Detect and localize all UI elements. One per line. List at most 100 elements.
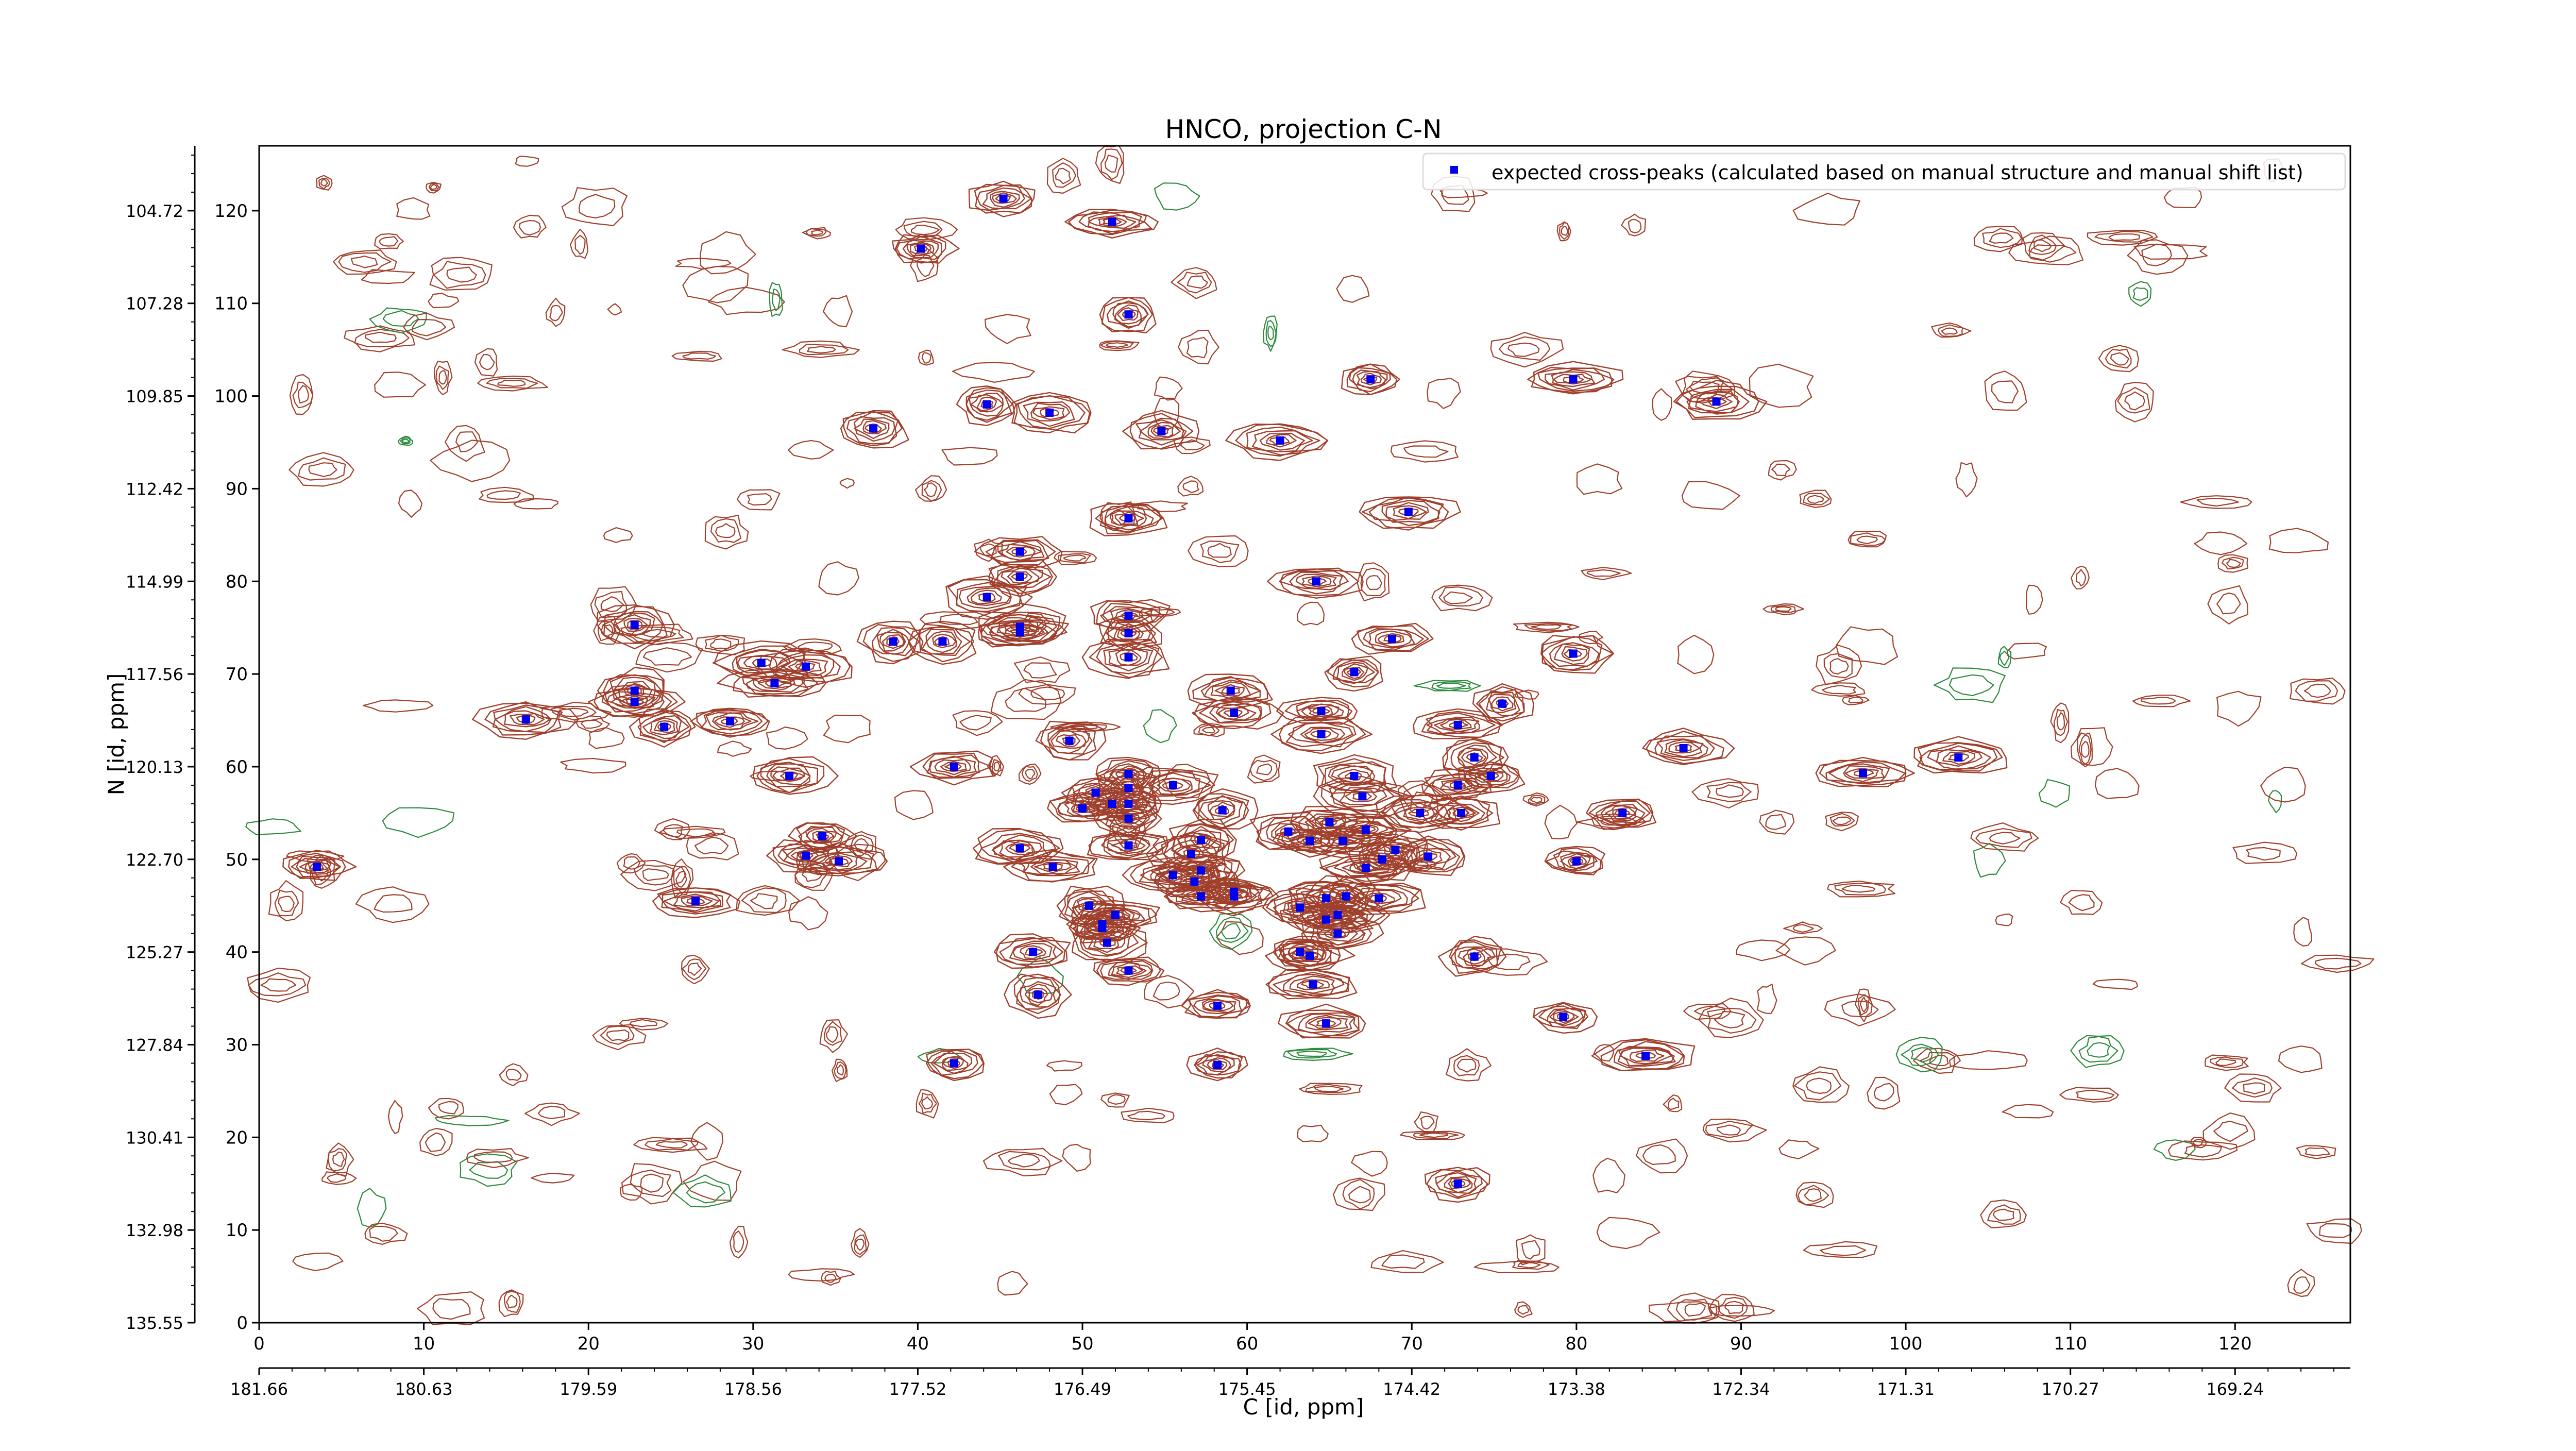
contour [993, 933, 1071, 969]
peak-point [726, 717, 735, 726]
contour [498, 1289, 524, 1318]
contour [997, 1271, 1028, 1296]
x-ppm-tick-label: 171.31 [1877, 1379, 1935, 1399]
contour [2224, 1073, 2282, 1103]
contour [1187, 673, 1273, 710]
contour [1276, 697, 1358, 725]
contour [1357, 562, 1390, 602]
contour [588, 727, 625, 749]
contour [1527, 361, 1624, 395]
contour [1087, 826, 1168, 861]
contour [916, 1089, 939, 1119]
contour [982, 1148, 1063, 1177]
y-index-tick-label: 30 [226, 1035, 248, 1055]
contour [2002, 1104, 2054, 1119]
peak-point [1124, 653, 1133, 662]
contour [1799, 490, 1832, 508]
contour [2216, 690, 2262, 727]
contour [1093, 801, 1162, 838]
contour [753, 756, 839, 795]
contour [2008, 235, 2084, 265]
y-ppm-tick-label: 135.55 [126, 1313, 183, 1333]
peak-point [1453, 721, 1462, 729]
contour [2132, 695, 2191, 707]
contour [1095, 145, 1125, 184]
contour [1072, 922, 1148, 962]
contour [1359, 496, 1461, 531]
contour [1596, 1217, 1660, 1250]
contour [2202, 1112, 2256, 1150]
contour [1146, 831, 1230, 874]
contour [2070, 1035, 2125, 1068]
contour [1973, 226, 2023, 252]
contour [736, 489, 781, 511]
contour [1090, 599, 1171, 633]
contour [1576, 463, 1623, 495]
contour [499, 1063, 529, 1087]
contour [1709, 1305, 1775, 1317]
contour [829, 843, 886, 881]
contour [1013, 656, 1071, 683]
peak-point [1108, 799, 1116, 808]
contour [1663, 1094, 1683, 1112]
contour [788, 1268, 855, 1282]
contour [1011, 392, 1092, 434]
contour [633, 1137, 708, 1153]
peak-point [1559, 1013, 1568, 1021]
contour [1621, 213, 1646, 237]
x-index-tick-label: 10 [413, 1334, 435, 1354]
contour [972, 828, 1064, 865]
contour [2287, 1269, 2315, 1297]
contour [988, 559, 1057, 597]
contour [1181, 989, 1251, 1019]
contour [1413, 680, 1481, 692]
contour [1035, 720, 1107, 761]
contour [766, 839, 840, 873]
contour [316, 175, 333, 191]
contour [1984, 370, 2027, 411]
x-ppm-tick-label: 174.42 [1383, 1379, 1440, 1399]
peak-point [1230, 887, 1239, 896]
contour [1016, 957, 1064, 995]
peak-point [1124, 784, 1133, 792]
contour [1225, 423, 1329, 461]
contour [417, 1291, 485, 1325]
contour [1815, 756, 1915, 787]
contour [1186, 1047, 1248, 1082]
contour [1762, 603, 1805, 616]
contour [2128, 281, 2152, 307]
x-index-tick-label: 0 [253, 1334, 265, 1354]
contour [2301, 954, 2375, 973]
contour [1895, 1037, 1943, 1073]
contour [1470, 948, 1548, 976]
contour [1319, 852, 1414, 885]
contour [2190, 1137, 2207, 1149]
contour [1400, 1131, 1465, 1140]
contour [1290, 897, 1391, 930]
peak-point [1317, 707, 1326, 715]
peak-point [1322, 1019, 1330, 1028]
contour [1827, 881, 1896, 898]
contour [1778, 1139, 1820, 1159]
contour [429, 257, 493, 291]
peak-point [1350, 668, 1359, 677]
contour [289, 374, 314, 415]
contour [1698, 998, 1764, 1038]
y-ppm-tick-label: 107.28 [126, 294, 183, 314]
contour [434, 361, 453, 395]
y-ppm-tick-label: 122.70 [126, 850, 183, 870]
contour [2260, 766, 2306, 803]
contour [1592, 1157, 1625, 1193]
peak-point [1470, 952, 1479, 961]
peak-point [1306, 951, 1314, 960]
peak-point [1108, 217, 1116, 226]
contour [652, 887, 740, 918]
peak-point [1486, 771, 1495, 780]
contour [1636, 1138, 1688, 1174]
contour [374, 233, 404, 249]
contour [659, 825, 726, 839]
y-index-tick-label: 10 [226, 1220, 248, 1241]
contour [717, 740, 752, 757]
contour [1279, 903, 1374, 936]
